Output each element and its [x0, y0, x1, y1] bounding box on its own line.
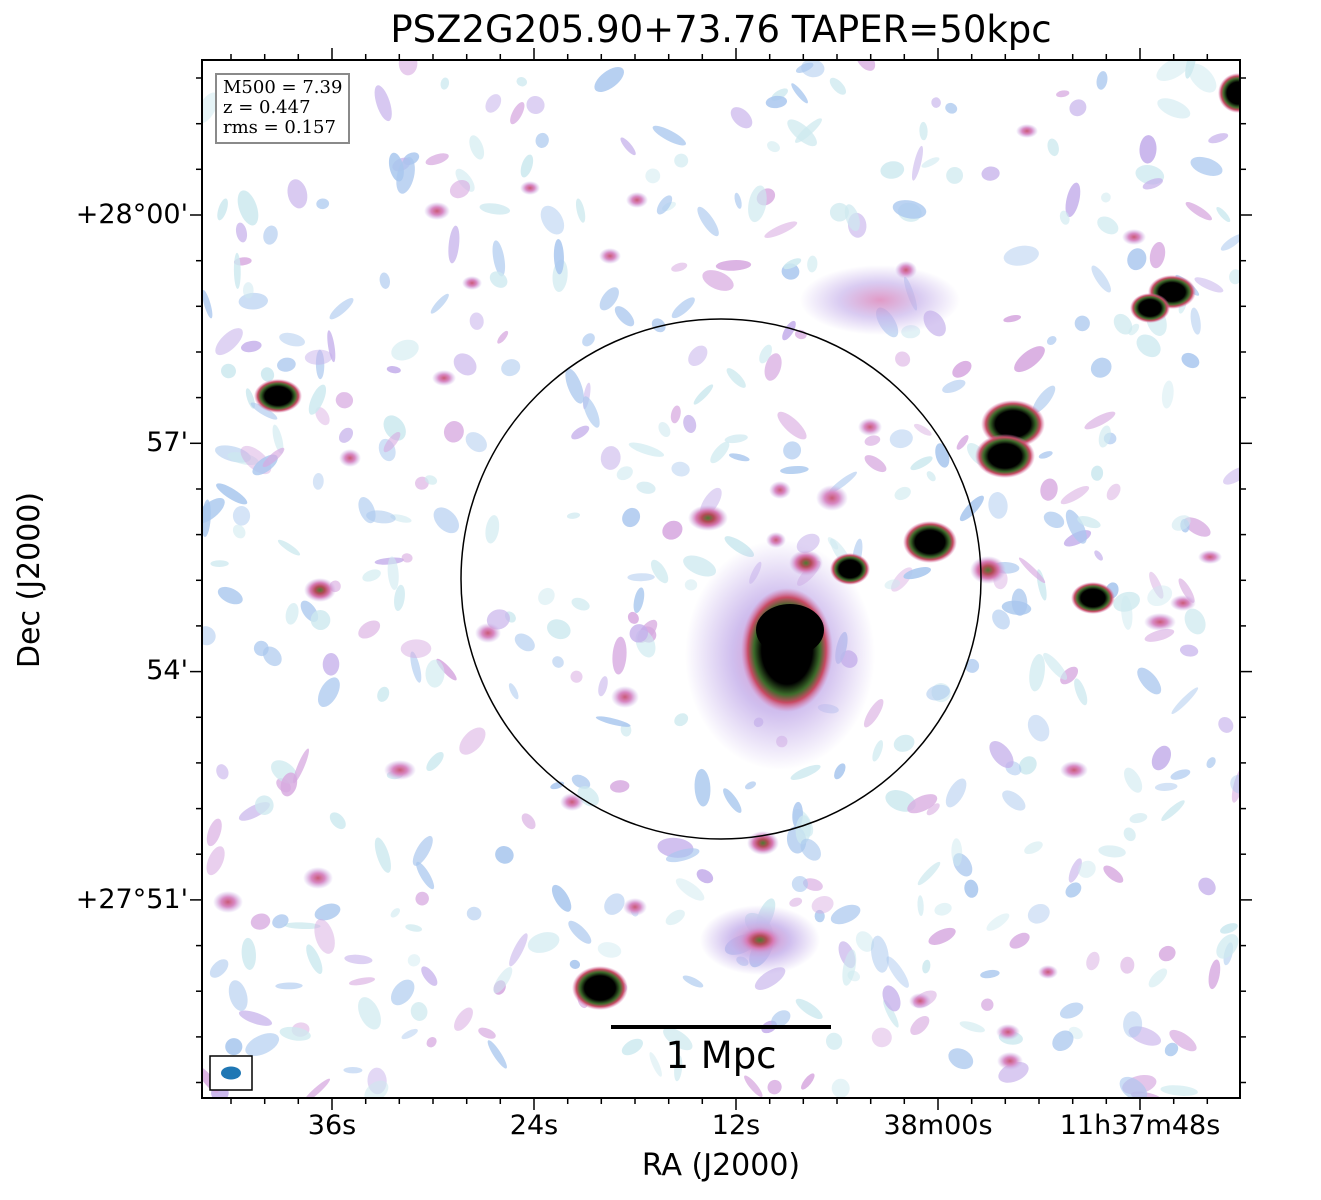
info-rms: rms = 0.157: [223, 117, 336, 138]
plot-frame: [201, 59, 1241, 1099]
y-tick-label: 54': [146, 655, 188, 686]
y-tick-label: +27°51': [75, 884, 188, 915]
info-redshift: z = 0.447: [223, 97, 311, 118]
beam-box: [209, 1055, 253, 1091]
x-tick-label: 11h37m48s: [1059, 1110, 1221, 1141]
chart-title: PSZ2G205.90+73.76 TAPER=50kpc: [390, 8, 1052, 51]
x-tick-label: 38m00s: [883, 1110, 993, 1141]
y-tick-label: +28°00': [75, 199, 188, 230]
beam-ellipse: [221, 1066, 241, 1080]
info-mass: M500 = 7.39: [223, 77, 343, 98]
y-tick-label: 57': [146, 427, 188, 458]
x-tick-label: 36s: [307, 1110, 357, 1141]
info-box: M500 = 7.39 z = 0.447 rms = 0.157: [215, 73, 351, 144]
x-axis-label: RA (J2000): [641, 1148, 801, 1183]
x-tick-label: 24s: [509, 1110, 559, 1141]
scalebar-label: 1 Mpc: [665, 1034, 777, 1077]
x-tick-label: 12s: [711, 1110, 761, 1141]
r500-circle: [460, 318, 982, 840]
y-axis-label: Dec (J2000): [12, 491, 47, 669]
